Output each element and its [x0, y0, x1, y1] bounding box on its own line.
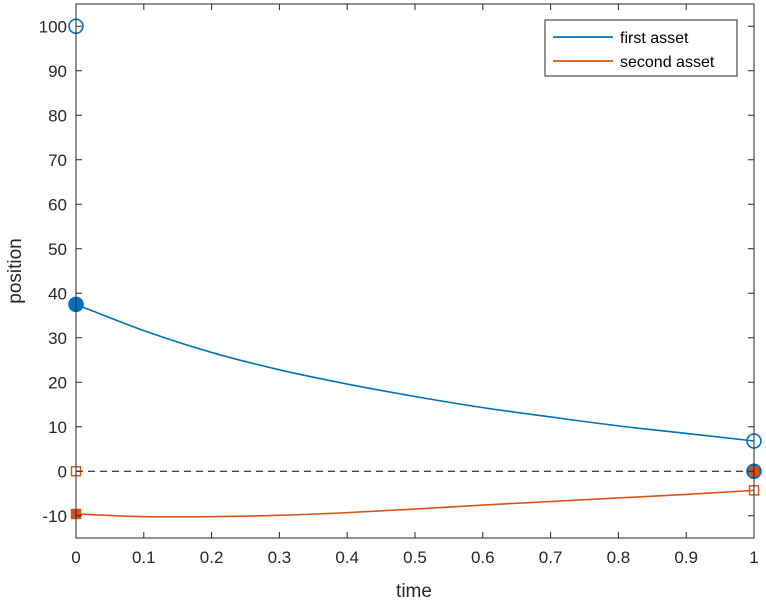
legend-box: [544, 19, 738, 77]
y-tick-label: -10: [42, 507, 67, 526]
x-tick-label: 1: [749, 548, 758, 567]
y-tick-label: 60: [48, 195, 67, 214]
y-tick-label: 50: [48, 240, 67, 259]
y-tick-label: 30: [48, 329, 67, 348]
plot-area-border: [75, 3, 755, 539]
y-tick-label: 40: [48, 284, 67, 303]
y-tick-label: 70: [48, 151, 67, 170]
x-tick-label: 0.9: [674, 548, 698, 567]
x-tick-label: 0.8: [607, 548, 631, 567]
series-line-first-asset: [75, 303, 755, 442]
legend-label-first-asset: first asset: [620, 30, 689, 47]
series-line-second-asset: [75, 489, 755, 518]
x-axis-label: time: [396, 581, 432, 602]
y-axis-label: position: [5, 238, 26, 304]
y-tick-label: 20: [48, 373, 67, 392]
legend-label-second-asset: second asset: [620, 54, 715, 71]
x-tick-label: 0.4: [335, 548, 359, 567]
y-tick-label: 0: [58, 462, 67, 481]
x-tick-label: 0.5: [403, 548, 427, 567]
x-tick-label: 0.2: [200, 548, 224, 567]
x-tick-label: 0: [71, 548, 80, 567]
y-tick-label: 80: [48, 106, 67, 125]
x-tick-label: 0.1: [132, 548, 156, 567]
x-tick-label: 0.7: [539, 548, 563, 567]
y-tick-label: 90: [48, 62, 67, 81]
x-tick-label: 0.3: [268, 548, 292, 567]
x-tick-label: 0.6: [471, 548, 495, 567]
y-tick-label: 10: [48, 418, 67, 437]
y-tick-label: 100: [39, 17, 67, 36]
